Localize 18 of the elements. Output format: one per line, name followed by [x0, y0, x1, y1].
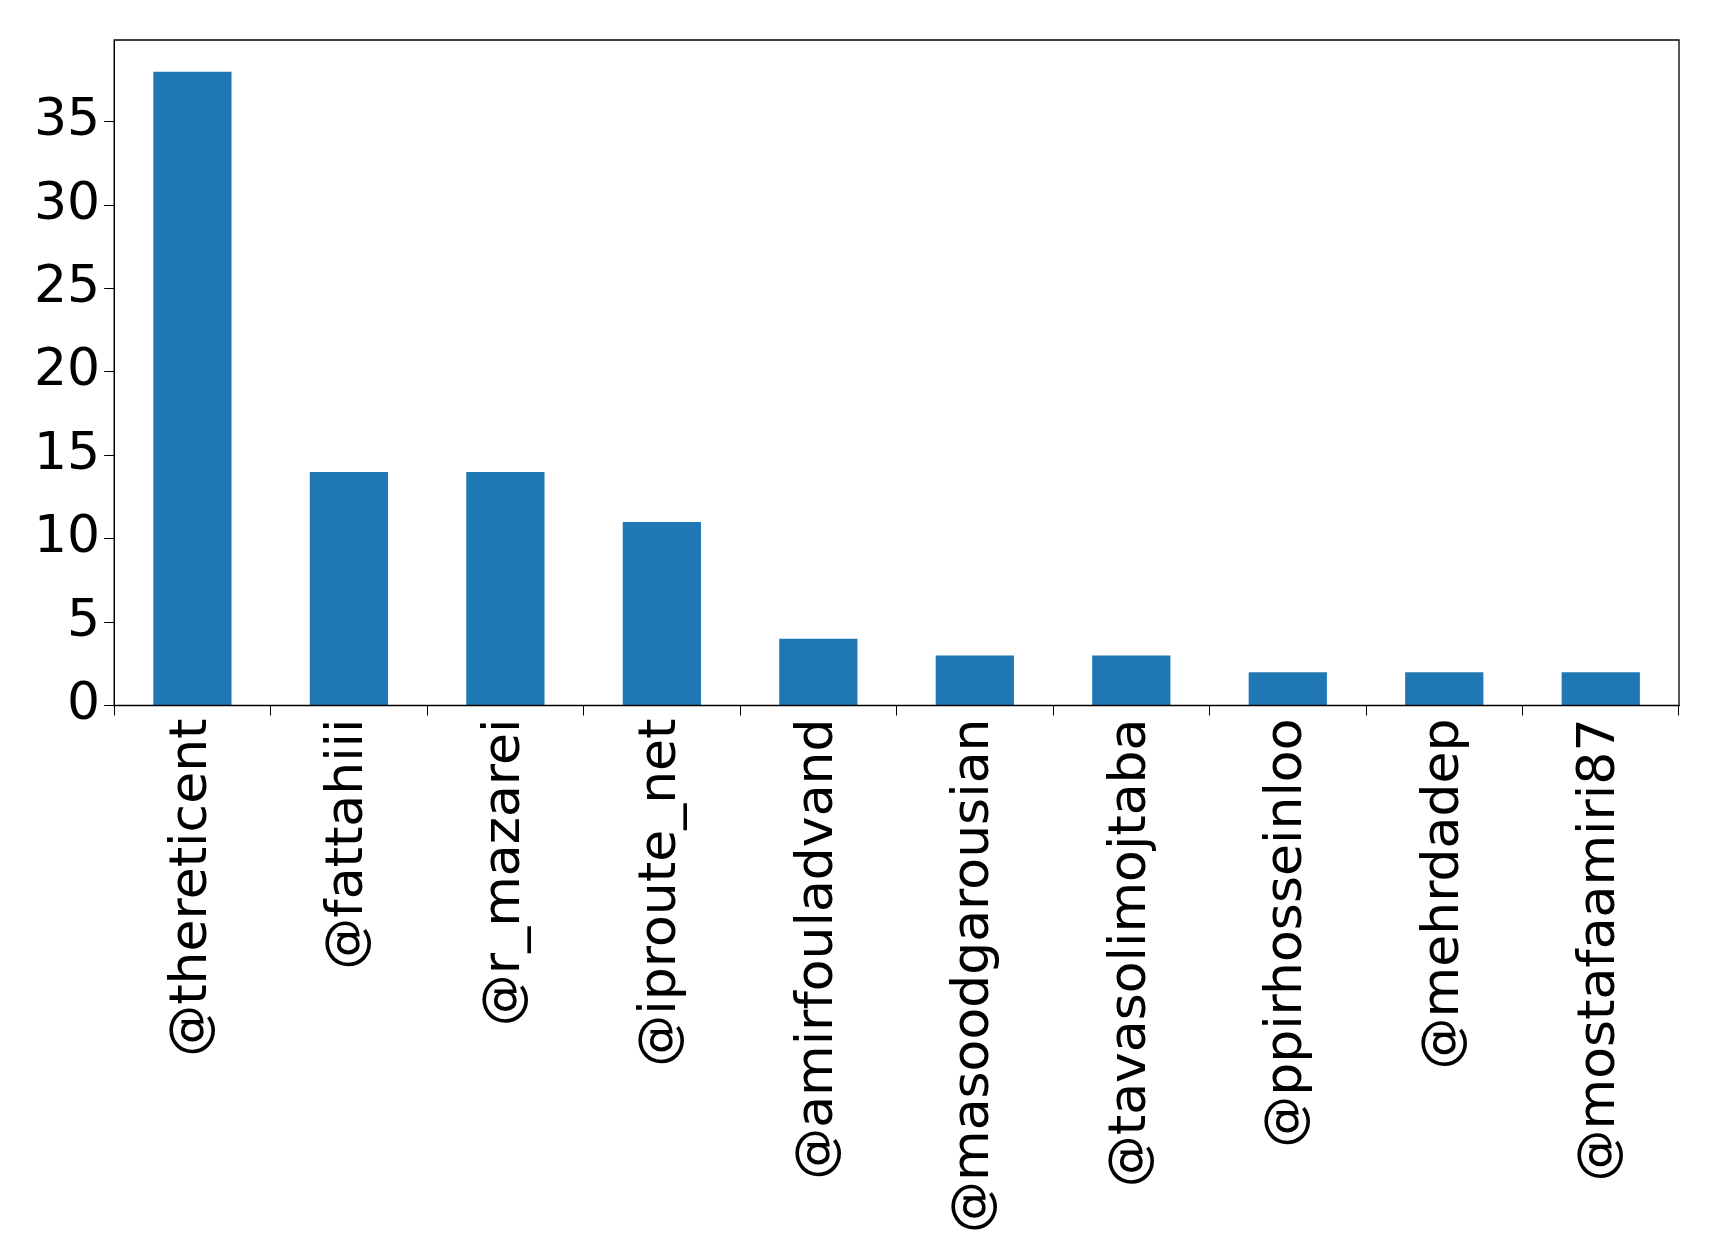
- x-tick-label: @amirfouladvand: [783, 718, 844, 1180]
- x-tick-label: @iproute_net: [627, 718, 688, 1067]
- x-tick-label: @tavasolimojtaba: [1096, 718, 1157, 1188]
- y-tick-label: 35: [34, 87, 101, 148]
- y-tick-label: 20: [34, 337, 101, 398]
- y-tick-label: 15: [34, 420, 101, 481]
- x-tick-label: @masoodgarousian: [940, 718, 1001, 1234]
- y-tick-label: 10: [34, 504, 101, 565]
- y-tick-label: 0: [67, 671, 101, 732]
- y-tick-label: 25: [34, 254, 101, 315]
- x-tick-label: @mostafaamiri87: [1566, 718, 1627, 1182]
- y-tick-label: 30: [34, 170, 101, 231]
- x-tick-label: @mehrdadep: [1409, 718, 1470, 1070]
- x-tick-label: @r_mazarei: [470, 718, 531, 1027]
- x-tick-label: @fattahiii: [314, 718, 375, 970]
- x-tick-label: @thereticent: [157, 718, 218, 1057]
- y-tick-label: 5: [67, 587, 101, 648]
- x-tick-label: @ppirhosseinloo: [1253, 718, 1314, 1148]
